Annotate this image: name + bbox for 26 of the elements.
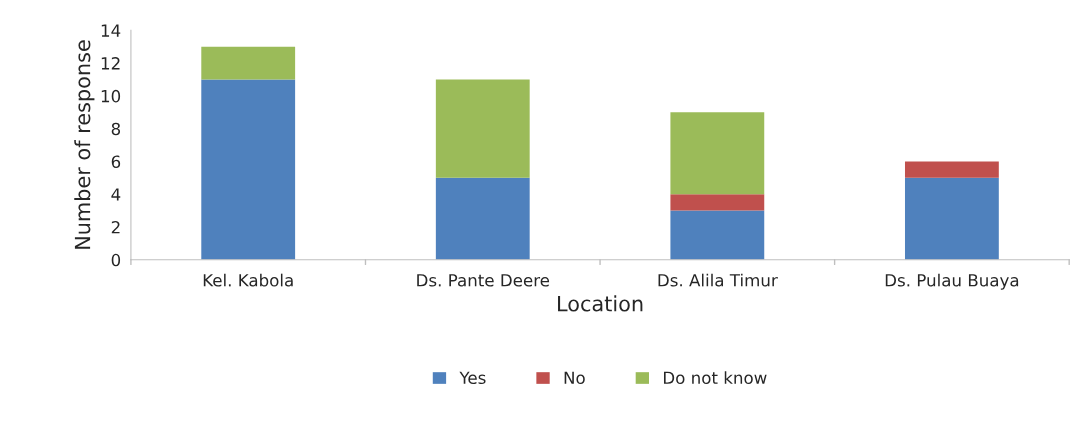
y-tick-label: 14	[101, 24, 121, 37]
x-tick-label: Ds. Alila Timur	[658, 273, 778, 287]
bar	[201, 46, 296, 80]
x-axis-title: Location	[558, 295, 643, 312]
x-tick-label: Kel. Kabola	[203, 273, 293, 287]
y-tick-label: 0	[111, 253, 121, 267]
y-tick-label: 4	[111, 188, 121, 201]
x-tick-label: Ds. Pulau Buaya	[885, 273, 1019, 290]
bar	[201, 79, 296, 260]
y-tick-label: 6	[111, 155, 121, 169]
y-axis-title: Number of response	[74, 40, 95, 249]
y-tick-label: 2	[111, 220, 120, 234]
y-tick-label: 8	[111, 122, 121, 136]
y-tick-label: 10	[101, 89, 121, 103]
legend-label: Do not know	[663, 371, 767, 385]
x-tick-label: Ds. Pante Deere	[417, 274, 550, 287]
legend-label: Yes	[459, 371, 486, 385]
bar	[904, 161, 999, 178]
legend-label: No	[564, 371, 585, 385]
bar	[670, 112, 765, 195]
bar	[435, 79, 530, 178]
y-tick-label: 12	[101, 57, 120, 70]
bar	[670, 210, 765, 260]
bar	[435, 177, 530, 260]
bar	[670, 194, 765, 211]
bar	[904, 177, 999, 260]
